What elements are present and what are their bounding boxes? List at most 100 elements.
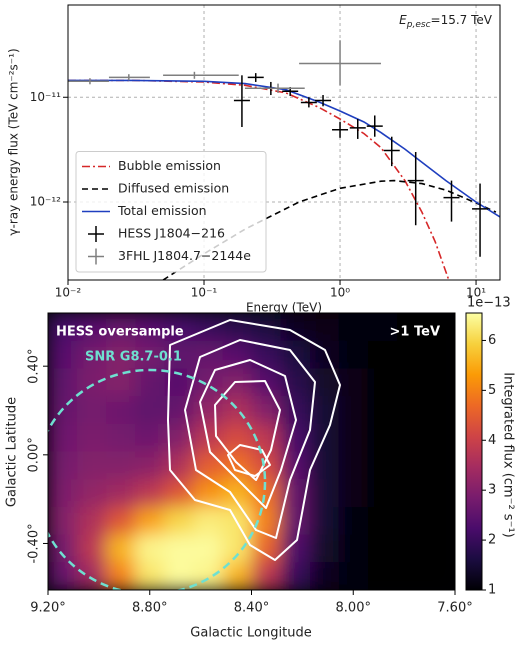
y-tick-label: 10⁻¹¹: [30, 90, 61, 104]
heat-cell: [106, 340, 136, 369]
heat-cell: [280, 368, 311, 397]
y-axis-label: Galactic Latitude: [5, 397, 20, 507]
snr-circle: [48, 368, 267, 590]
annotation-text: =15.7 TeV: [431, 13, 493, 27]
heat-cell: [164, 562, 194, 590]
heat-cell: [222, 313, 252, 342]
heat-cell: [106, 506, 136, 536]
legend-label: Total emission: [117, 203, 207, 218]
heat-cell: [77, 340, 107, 369]
heat-cell: [77, 562, 107, 590]
heat-cell: [425, 534, 455, 563]
y-tick-label: 10⁻¹²: [30, 194, 61, 208]
heat-cell: [77, 479, 107, 508]
heat-cell: [193, 506, 223, 536]
heat-cell: [193, 313, 223, 342]
heat-cell: [48, 451, 78, 480]
x-tick-label: 8.00°: [336, 601, 371, 616]
spectrum-panel: 10⁻² 10⁻¹ 10⁰ 10¹ 10⁻¹² 10⁻¹¹ Bubble emission D…: [30, 4, 501, 300]
heat-cell: [396, 368, 427, 397]
heat-cell: [425, 451, 455, 480]
x-tick-label: 10¹: [466, 286, 486, 300]
heat-cell: [106, 396, 136, 425]
heat-cell: [367, 562, 398, 590]
heat-cell: [338, 451, 369, 480]
heat-cell: [48, 562, 78, 590]
heat-cell: [193, 562, 223, 590]
heat-cell: [106, 313, 136, 342]
heat-cell: [48, 506, 78, 536]
heat-cell: [309, 562, 340, 590]
snr-label: SNR G8.7-0.1: [85, 350, 182, 365]
heat-cell: [367, 423, 398, 452]
contour: [199, 359, 297, 509]
heat-cell: [135, 340, 165, 369]
heat-cell: [48, 423, 78, 452]
heat-cell: [396, 562, 427, 590]
heat-cell: [367, 534, 398, 563]
legend-label: Bubble emission: [118, 158, 221, 173]
heat-cell: [135, 423, 165, 452]
legend-label: HESS J1804−216: [118, 226, 225, 241]
heat-cell: [367, 340, 398, 369]
x-tick-label: 8.40°: [234, 601, 269, 616]
curve: [68, 79, 450, 280]
heat-cell: [106, 423, 136, 452]
heat-cell: [222, 396, 252, 425]
heat-cell: [309, 506, 340, 536]
annotation-symbol: E: [399, 13, 407, 27]
x-tick-label: 7.60°: [437, 601, 472, 616]
overlay: [48, 319, 341, 590]
colorbar: [465, 312, 483, 591]
heat-cell: [338, 423, 369, 452]
heat-cell: [280, 340, 311, 369]
x-axis-label: Galactic Longitude: [190, 626, 311, 641]
annotation-subscript: p,esc: [406, 20, 431, 30]
heat-cell: [425, 562, 455, 590]
heat-cell: [396, 340, 427, 369]
curve: [68, 79, 500, 218]
heat-cell: [251, 396, 282, 425]
heat-cell: [280, 506, 311, 536]
heat-cell: [280, 562, 311, 590]
heat-cell: [48, 534, 78, 563]
contour: [214, 380, 281, 481]
colorbar-scale: 1e−13: [467, 296, 511, 311]
heat-cell: [164, 506, 194, 536]
energy-label: >1 TeV: [390, 325, 440, 340]
heat-cell: [251, 562, 282, 590]
contour: [184, 339, 316, 539]
heat-cell: [135, 396, 165, 425]
map-label: HESS oversample: [56, 325, 184, 340]
heat-cell: [396, 506, 427, 536]
heat-cell: [367, 506, 398, 536]
y-tick-label: 0.00°: [27, 437, 42, 472]
contour: [167, 319, 341, 561]
colorbar-tick-label: 4: [488, 433, 496, 448]
heat-cell: [338, 479, 369, 508]
x-axis-label: Energy (TeV): [246, 301, 322, 315]
heat-cell: [338, 396, 369, 425]
heat-cell: [77, 451, 107, 480]
legend-box: [75, 151, 267, 273]
heat-cell: [367, 396, 398, 425]
heat-cell: [367, 368, 398, 397]
heat-cell: [135, 368, 165, 397]
colorbar-tick-label: 5: [488, 383, 496, 398]
heat-cell: [425, 479, 455, 508]
heat-cell: [425, 396, 455, 425]
heat-cell: [367, 479, 398, 508]
heat-cell: [338, 368, 369, 397]
heat-cell: [396, 534, 427, 563]
legend-label: Diffused emission: [118, 181, 229, 196]
heat-cell: [135, 506, 165, 536]
heat-cell: [135, 479, 165, 508]
heat-cell: [309, 534, 340, 563]
heat-cell: [309, 340, 340, 369]
colorbar-tick-label: 2: [488, 533, 496, 548]
plot-frame: [67, 4, 501, 281]
colorbar-tick-label: 1: [488, 583, 496, 598]
heat-cell: [48, 479, 78, 508]
y-tick-label: 0.40°: [27, 348, 42, 383]
